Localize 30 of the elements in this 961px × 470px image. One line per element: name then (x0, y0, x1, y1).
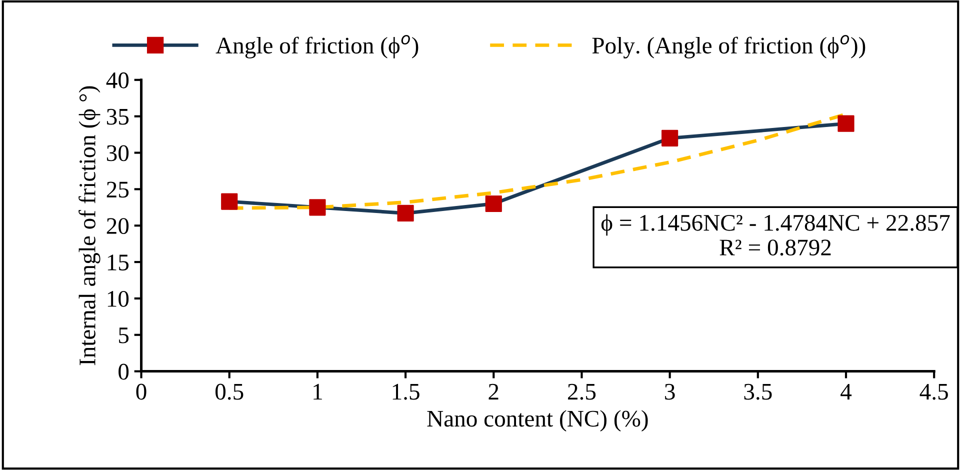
x-tick-label: 0 (136, 384, 146, 400)
y-tick-label: 20 (106, 218, 129, 234)
annotation: ϕ = 1.1456NC² - 1.4784NC + 22.857 R² = 0.8792 (601, 214, 950, 256)
y-axis-title: Internal angle of friction (ϕ °) (78, 86, 100, 366)
point (838, 115, 854, 132)
y-tick-label: 35 (106, 108, 129, 125)
x-tick-label: 2.5 (568, 384, 596, 400)
y-tick-label: 15 (108, 254, 129, 270)
point (662, 130, 678, 146)
x-tick-label: 4 (840, 384, 852, 400)
point (309, 199, 326, 216)
x-axis-title: Nano content (NC) (%) (427, 410, 648, 432)
y-tick-label: 10 (108, 290, 129, 307)
point (221, 193, 238, 210)
y-tick-label: 0 (118, 364, 129, 380)
y-tick-label: 40 (106, 72, 129, 88)
x-tick-label: 3.5 (744, 384, 772, 400)
x-tick-label: 4.5 (920, 384, 948, 400)
legend-label: Angle of friction (ϕ$^{o}$) (216, 35, 418, 58)
x-tick-label: 1.5 (392, 384, 420, 400)
y-tick-label: 5 (119, 328, 129, 344)
x-tick-label: 2 (488, 384, 498, 400)
y-tick-label: 30 (106, 145, 129, 162)
x-tick-label: 3 (665, 384, 675, 400)
y-tick-label: 25 (106, 182, 129, 198)
legend-label: Poly. (Angle of friction (ϕ$^{o}$)) (592, 35, 866, 58)
x-tick-label: 0.5 (216, 384, 244, 400)
point (485, 195, 502, 212)
x-tick-label: 1 (314, 384, 322, 400)
point (397, 204, 414, 222)
